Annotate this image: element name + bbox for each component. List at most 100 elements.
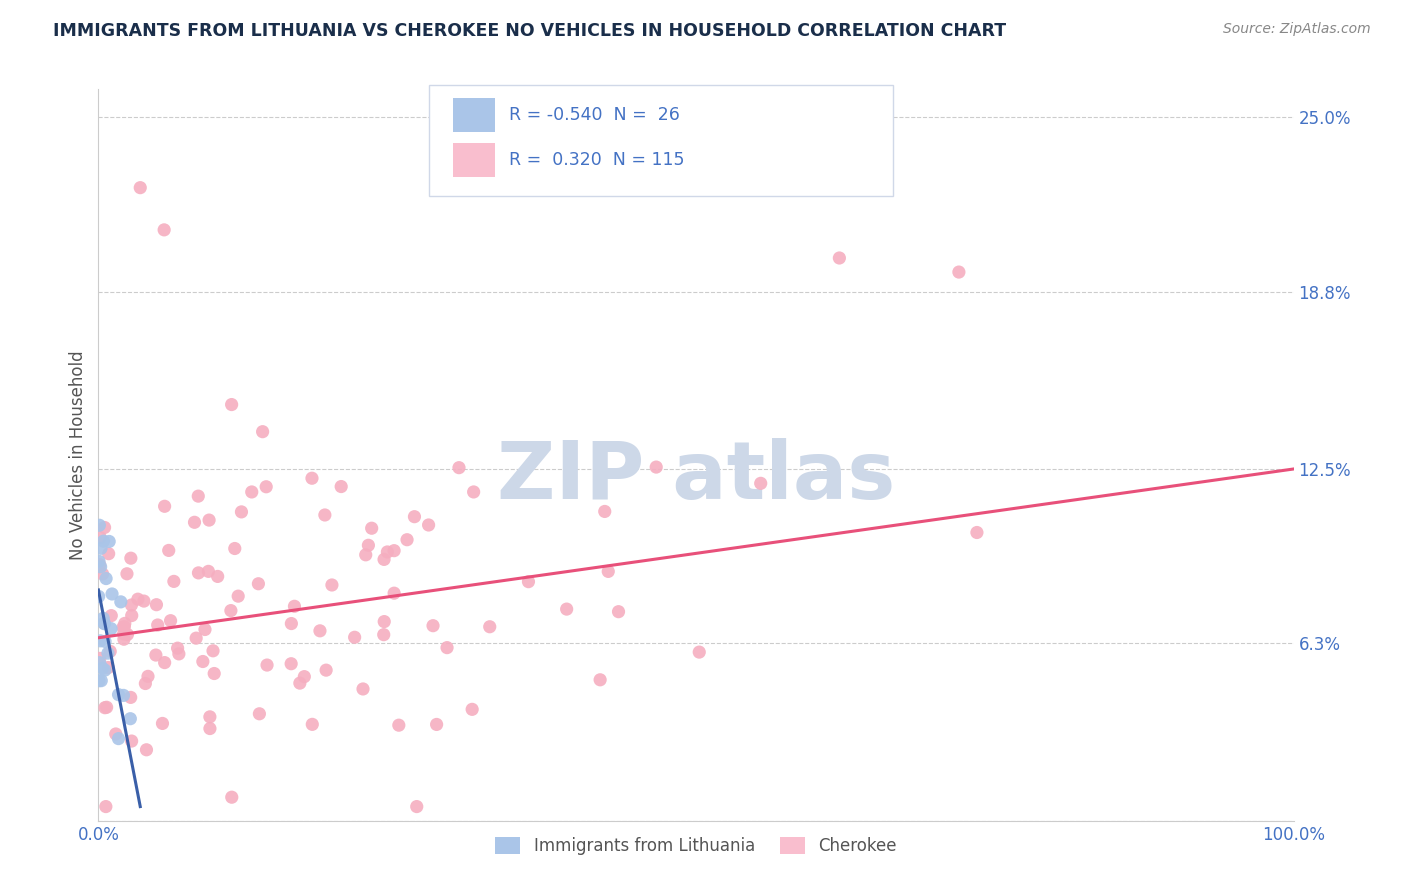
Point	[221, 790, 243, 805]
Point	[145, 598, 167, 612]
Point	[373, 628, 395, 642]
Point	[828, 251, 851, 265]
Point	[135, 743, 157, 757]
Point	[447, 460, 470, 475]
Point	[89, 558, 111, 572]
Point	[436, 640, 458, 655]
Point	[107, 731, 129, 746]
Point	[104, 727, 127, 741]
Point	[90, 673, 112, 688]
Point	[100, 622, 122, 636]
Point	[97, 646, 120, 660]
Point	[89, 518, 111, 533]
Point	[382, 586, 405, 600]
Point	[202, 644, 225, 658]
Point	[97, 547, 120, 561]
Point	[115, 566, 138, 581]
Point	[152, 716, 174, 731]
Point	[589, 673, 612, 687]
Point	[283, 599, 305, 614]
Point	[252, 425, 274, 439]
Point	[231, 505, 253, 519]
Point	[309, 624, 332, 638]
Point	[221, 398, 243, 412]
Point	[134, 676, 156, 690]
Point	[749, 476, 772, 491]
Point	[382, 543, 405, 558]
Point	[120, 712, 142, 726]
Point	[966, 525, 988, 540]
Point	[315, 663, 337, 677]
Point	[388, 718, 411, 732]
Point	[87, 554, 110, 568]
Point	[478, 620, 501, 634]
Point	[107, 688, 129, 702]
Point	[112, 627, 135, 641]
Point	[256, 658, 278, 673]
Point	[461, 702, 484, 716]
Point	[90, 541, 112, 556]
Point	[517, 574, 540, 589]
Y-axis label: No Vehicles in Household: No Vehicles in Household	[69, 350, 87, 560]
Point	[354, 548, 377, 562]
Point	[194, 623, 217, 637]
Point	[207, 569, 229, 583]
Point	[120, 551, 142, 566]
Point	[91, 661, 114, 675]
Point	[426, 717, 449, 731]
Point	[321, 578, 343, 592]
Point	[226, 589, 249, 603]
Point	[163, 574, 186, 589]
Point	[89, 656, 111, 670]
Point	[360, 521, 382, 535]
Point	[593, 504, 616, 518]
Point	[153, 223, 176, 237]
Point	[127, 592, 149, 607]
Point	[96, 700, 118, 714]
Point	[301, 471, 323, 485]
Point	[463, 485, 485, 500]
Point	[98, 644, 121, 658]
Point	[120, 598, 142, 612]
Point	[202, 666, 225, 681]
Point	[418, 518, 440, 533]
Point	[187, 566, 209, 580]
Point	[145, 648, 167, 662]
Point	[288, 676, 311, 690]
Point	[396, 533, 419, 547]
Point	[94, 572, 117, 586]
Point	[166, 641, 188, 656]
Point	[112, 632, 135, 647]
Point	[97, 660, 120, 674]
Point	[121, 608, 143, 623]
Point	[688, 645, 710, 659]
Point	[94, 663, 117, 677]
Point	[198, 710, 221, 724]
Point	[187, 489, 209, 503]
Point	[373, 552, 395, 566]
Point	[198, 513, 221, 527]
Text: ZIP atlas: ZIP atlas	[496, 438, 896, 516]
Point	[247, 576, 270, 591]
Point	[98, 534, 121, 549]
Point	[405, 799, 427, 814]
Point	[94, 700, 117, 714]
Point	[167, 647, 190, 661]
Point	[159, 614, 181, 628]
Point	[157, 543, 180, 558]
Point	[93, 616, 115, 631]
Point	[240, 485, 263, 500]
Point	[89, 633, 111, 648]
Point	[146, 618, 169, 632]
Point	[186, 631, 208, 645]
Point	[89, 531, 111, 545]
Point	[191, 655, 214, 669]
Point	[404, 509, 426, 524]
Point	[136, 669, 159, 683]
Point	[598, 565, 620, 579]
Text: R =  0.320  N = 115: R = 0.320 N = 115	[509, 151, 685, 169]
Point	[292, 670, 315, 684]
Point	[314, 508, 336, 522]
Text: Source: ZipAtlas.com: Source: ZipAtlas.com	[1223, 22, 1371, 37]
Point	[121, 734, 143, 748]
